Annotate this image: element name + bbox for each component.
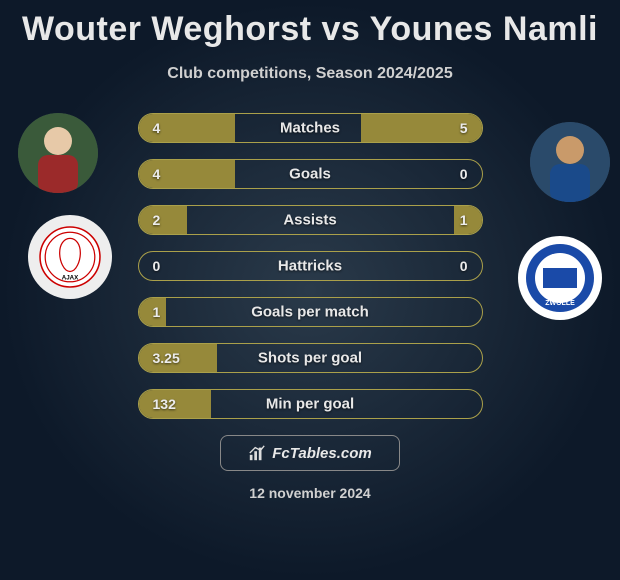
attribution-text: FcTables.com <box>272 445 371 462</box>
bar-left <box>139 206 187 234</box>
page-title: Wouter Weghorst vs Younes Namli <box>0 0 620 49</box>
value-left: 4 <box>153 120 161 136</box>
value-right: 5 <box>460 120 468 136</box>
stat-label: Matches <box>280 120 340 137</box>
value-right: 1 <box>460 212 468 228</box>
value-left: 132 <box>153 396 176 412</box>
date-text: 12 november 2024 <box>0 485 620 501</box>
attribution-box: FcTables.com <box>220 435 400 471</box>
stat-row-shots-per-goal: 3.25 Shots per goal <box>138 343 483 373</box>
stat-label: Min per goal <box>266 396 354 413</box>
comparison-chart: 4 Matches 5 4 Goals 0 2 Assists 1 0 Hatt… <box>0 113 620 419</box>
value-left: 3.25 <box>153 350 180 366</box>
stat-label: Assists <box>283 212 336 229</box>
stat-row-matches: 4 Matches 5 <box>138 113 483 143</box>
stat-row-hattricks: 0 Hattricks 0 <box>138 251 483 281</box>
stat-row-goals-per-match: 1 Goals per match <box>138 297 483 327</box>
value-left: 4 <box>153 166 161 182</box>
value-right: 0 <box>460 258 468 274</box>
value-left: 0 <box>153 258 161 274</box>
stat-label: Goals <box>289 166 331 183</box>
value-left: 2 <box>153 212 161 228</box>
stat-label: Goals per match <box>251 304 369 321</box>
value-left: 1 <box>153 304 161 320</box>
stat-row-assists: 2 Assists 1 <box>138 205 483 235</box>
stat-label: Hattricks <box>278 258 342 275</box>
stat-label: Shots per goal <box>258 350 362 367</box>
stat-row-min-per-goal: 132 Min per goal <box>138 389 483 419</box>
stat-row-goals: 4 Goals 0 <box>138 159 483 189</box>
value-right: 0 <box>460 166 468 182</box>
subtitle: Club competitions, Season 2024/2025 <box>0 65 620 83</box>
chart-icon <box>248 444 266 462</box>
bar-right <box>454 206 481 234</box>
